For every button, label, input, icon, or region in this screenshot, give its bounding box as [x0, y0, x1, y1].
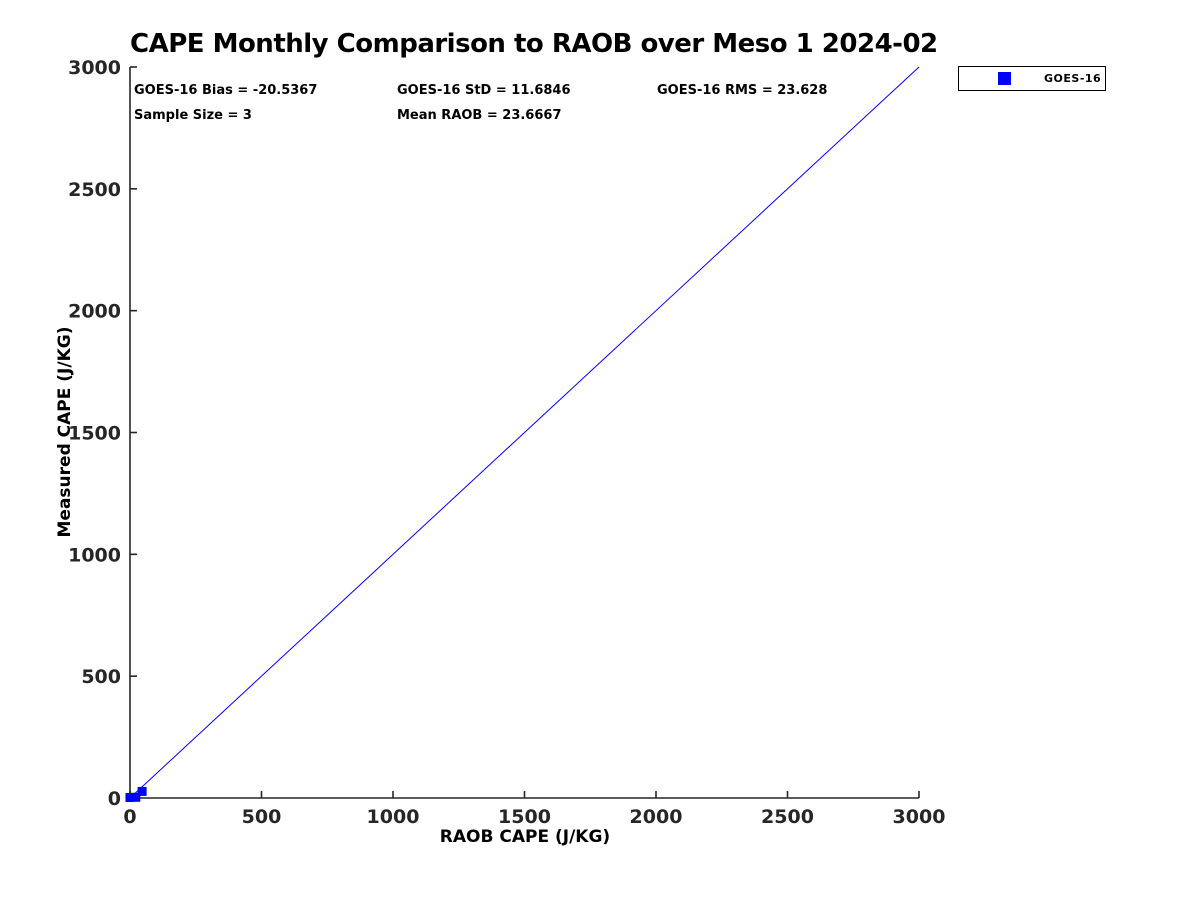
- stat-bias: GOES-16 Bias = -20.5367: [134, 83, 318, 98]
- stat-sample-size: Sample Size = 3: [134, 108, 252, 123]
- y-tick-label: 1500: [68, 423, 121, 445]
- identity-line: [129, 66, 920, 799]
- x-tick-label: 2500: [761, 806, 814, 828]
- x-axis-label: RAOB CAPE (J/KG): [439, 827, 611, 847]
- stat-mean-raob: Mean RAOB = 23.6667: [397, 108, 562, 123]
- x-tick-label: 1500: [498, 806, 551, 828]
- y-tick-label: 0: [108, 788, 121, 810]
- data-point-marker: [131, 792, 141, 802]
- data-point-marker: [125, 793, 135, 803]
- y-axis-label: Measured CAPE (J/KG): [55, 326, 75, 538]
- x-tick-label: 500: [242, 806, 282, 828]
- legend-marker-square: [998, 72, 1011, 85]
- data-point-marker: [137, 786, 147, 796]
- x-tick-label: 3000: [893, 806, 946, 828]
- x-tick-label: 2000: [630, 806, 683, 828]
- stat-std: GOES-16 StD = 11.6846: [397, 83, 571, 98]
- chart-title: CAPE Monthly Comparison to RAOB over Mes…: [130, 29, 938, 59]
- y-tick-label: 3000: [68, 57, 121, 79]
- x-tick-label: 0: [123, 806, 136, 828]
- x-tick-label: 1000: [367, 806, 420, 828]
- stat-rms: GOES-16 RMS = 23.628: [657, 83, 828, 98]
- y-tick-label: 2500: [68, 179, 121, 201]
- y-tick-label: 2000: [68, 301, 121, 323]
- legend: GOES-16: [958, 66, 1106, 91]
- legend-label: GOES-16: [1044, 72, 1102, 85]
- y-tick-label: 1000: [68, 544, 121, 566]
- y-tick-label: 500: [81, 666, 121, 688]
